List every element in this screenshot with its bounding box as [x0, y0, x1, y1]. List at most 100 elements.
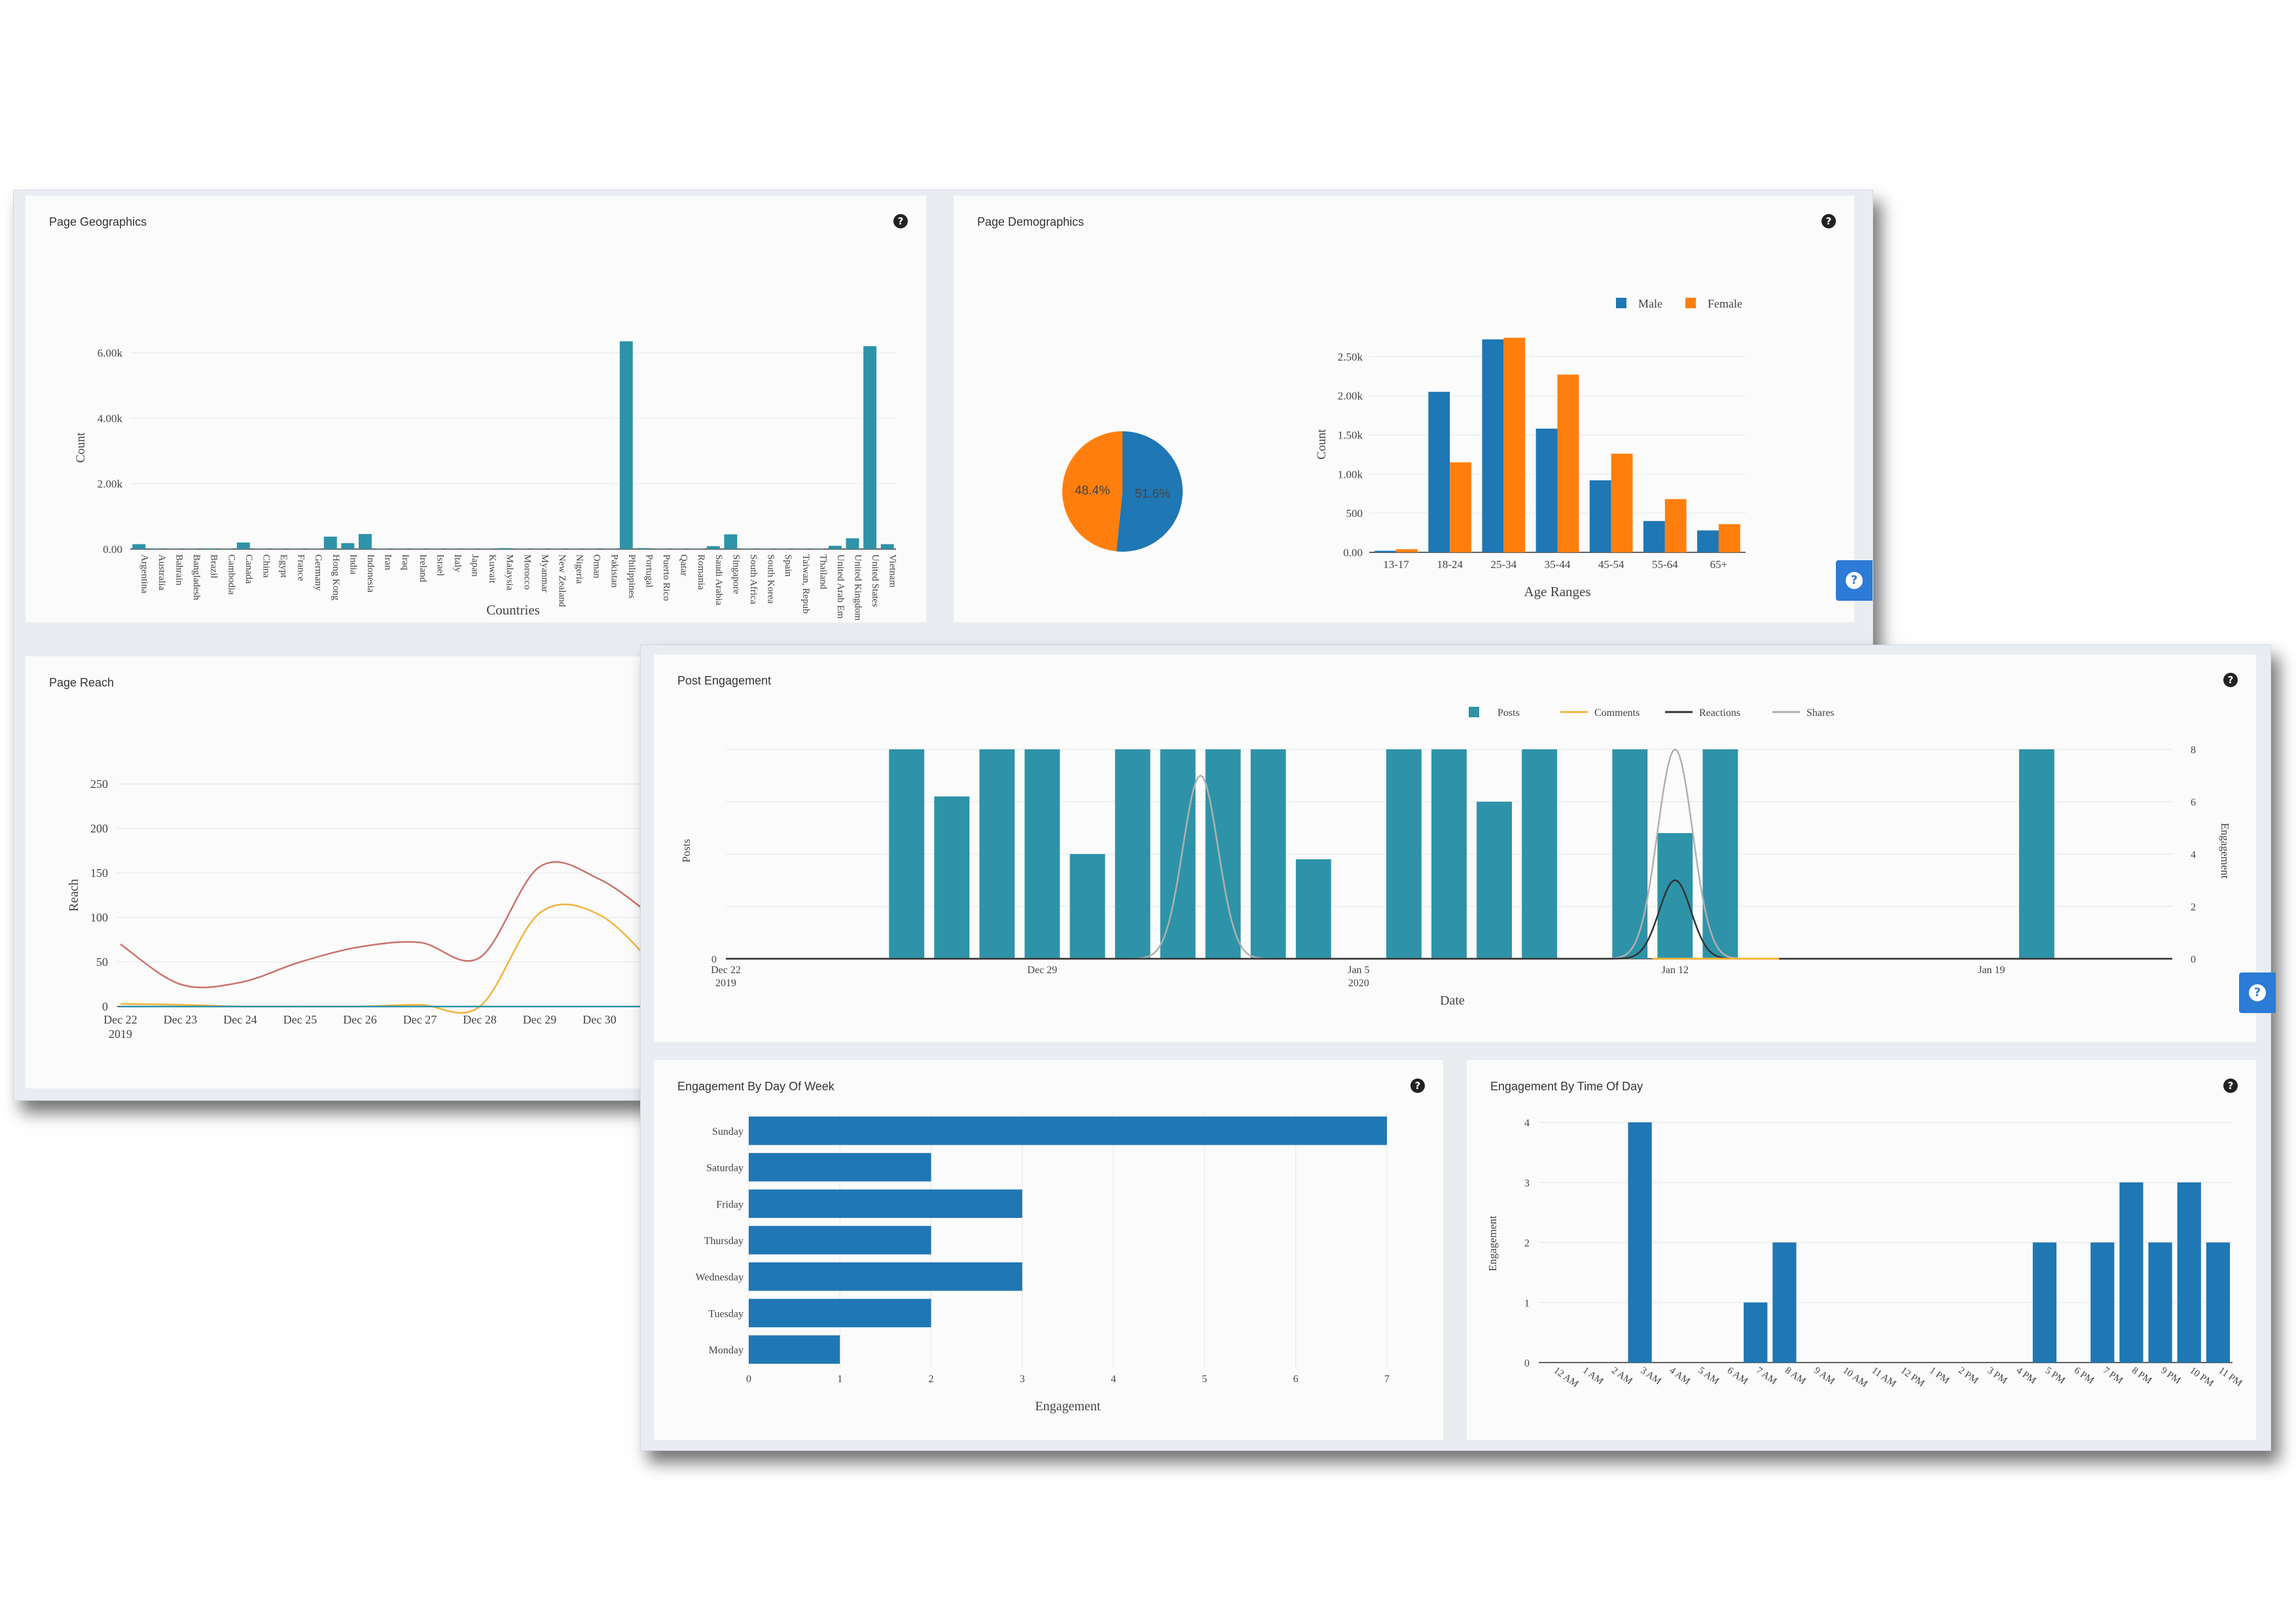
y2-tick-label: 8 — [2191, 745, 2196, 756]
x-tick-label: Indonesia — [365, 554, 376, 593]
y-tick-label: 6.00k — [98, 347, 123, 359]
x-tick-label: 5 — [1202, 1374, 1207, 1385]
bar — [1612, 749, 1648, 959]
x-tick-label: South Africa — [748, 554, 759, 605]
panel-title: Engagement By Day Of Week — [677, 1080, 834, 1093]
bar — [2119, 1182, 2144, 1363]
bar — [1428, 391, 1450, 552]
bar — [1115, 749, 1151, 959]
y-tick-label: 250 — [90, 777, 108, 791]
legend-swatch — [1616, 298, 1626, 308]
side-help-button[interactable]: ? — [1836, 560, 1873, 601]
bar — [759, 548, 772, 549]
x-tick-label: Saudi Arabia — [713, 554, 724, 605]
bar — [828, 546, 842, 549]
x-tick-label: Germany — [313, 554, 323, 591]
engagement-by-time-panel: Engagement By Time Of Day ? 0 1 2 3 4 12 AM 1 … — [1467, 1060, 2256, 1440]
x-tick-label: 45-54 — [1598, 558, 1624, 571]
x-tick-label: 10 AM — [1840, 1365, 1869, 1389]
legend-label: Male — [1638, 297, 1662, 310]
bar — [306, 548, 320, 549]
page-geographics-panel: Page Geographics ? 0.00 2.00k 4.00k 6.00k Ar… — [26, 196, 926, 622]
x-tick-label: Dec 26 — [343, 1013, 376, 1026]
legend-label: Female — [1708, 297, 1742, 310]
x-tick-label: Vietnam — [888, 554, 898, 588]
bar — [341, 543, 355, 549]
y-tick-label: 0 — [1524, 1358, 1530, 1369]
help-icon[interactable]: ? — [893, 214, 908, 228]
bar — [602, 548, 616, 549]
x-tick-label: Kuwait — [487, 554, 497, 584]
y-tick-label: 0.00 — [103, 543, 122, 556]
x-tick-label: 0 — [746, 1374, 751, 1385]
x-tick-label: United States — [870, 554, 880, 607]
x-tick-label: Egypt — [278, 554, 289, 579]
y-tick-label: 1.50k — [1338, 429, 1363, 442]
bar — [1024, 749, 1060, 959]
legend-label: Comments — [1594, 707, 1640, 719]
x-tick-label: 4 AM — [1667, 1365, 1692, 1387]
x-tick-label: 13-17 — [1383, 558, 1409, 571]
x-tick-label: 55-64 — [1652, 558, 1678, 571]
x-tick-label: Japan — [470, 554, 480, 577]
series-line — [726, 879, 2172, 960]
bar — [376, 548, 389, 549]
y-tick-label: 4 — [1524, 1118, 1530, 1129]
x-tick-label: Taiwan, Repub — [800, 554, 811, 614]
help-icon[interactable]: ? — [1821, 214, 1836, 228]
bar — [846, 538, 859, 549]
panel-title: Engagement By Time Of Day — [1490, 1080, 1643, 1093]
bar — [428, 548, 442, 549]
bar — [655, 548, 668, 549]
x-tick-year-label: 2019 — [715, 978, 736, 989]
bar — [1374, 550, 1397, 552]
x-tick-label: Italy — [452, 554, 463, 573]
y2-tick-label: 6 — [2191, 797, 2196, 808]
bar — [254, 548, 268, 549]
x-tick-label: 9 AM — [1812, 1365, 1837, 1387]
x-tick-label: 11 AM — [1870, 1365, 1898, 1389]
bar — [445, 548, 459, 549]
x-tick-label: Dec 22 — [103, 1013, 137, 1026]
side-help-button[interactable]: ? — [2239, 972, 2276, 1013]
demographics-charts: 51.6% 48.4% 0.00 500 1.00k 1.50k 2.00k 2.50k 13-… — [1062, 297, 1746, 599]
x-tick-label: France — [296, 554, 306, 581]
series-line — [120, 903, 660, 1014]
pie-slice-label: 51.6% — [1135, 487, 1170, 501]
bar — [532, 548, 546, 549]
y-tick-label: 200 — [90, 822, 108, 835]
x-tick-label: 2 PM — [1956, 1365, 1980, 1386]
y-tick-label: 2.00k — [1338, 390, 1363, 402]
x-tick-label: United Kingdom — [853, 554, 863, 621]
bar — [749, 1226, 931, 1255]
help-icon[interactable]: ? — [1410, 1079, 1425, 1093]
y-tick-label: Wednesday — [696, 1272, 744, 1283]
y-tick-label: 2 — [1524, 1238, 1530, 1249]
x-tick-label: Singapore — [730, 554, 741, 594]
x-tick-label: Dec 29 — [1028, 965, 1058, 976]
panel-title: Page Geographics — [49, 215, 147, 228]
bar — [1589, 480, 1611, 552]
x-axis-title: Date — [1440, 993, 1465, 1008]
x-tick-label: 18-24 — [1437, 558, 1463, 571]
y-axis-title: Reach — [67, 879, 81, 912]
bar — [2032, 1242, 2057, 1363]
bar — [689, 548, 703, 549]
bar — [1535, 428, 1558, 552]
x-tick-label: Jan 5 — [1348, 965, 1369, 976]
x-tick-label: 1 PM — [1928, 1365, 1951, 1386]
bar — [1069, 854, 1105, 959]
bar — [2177, 1182, 2201, 1363]
help-icon[interactable]: ? — [2223, 1079, 2238, 1093]
x-tick-label: Nigeria — [574, 554, 584, 584]
y-tick-label: 500 — [1346, 507, 1363, 520]
x-tick-year-label: 2020 — [1348, 978, 1369, 989]
bar — [202, 548, 215, 549]
x-tick-label: Iraq — [400, 554, 410, 571]
x-tick-label: Dec 30 — [583, 1013, 616, 1026]
bar — [1205, 749, 1241, 959]
pie-slice — [1062, 431, 1122, 552]
help-icon[interactable]: ? — [2223, 673, 2238, 687]
reach-line-chart: 0 50 100 150 200 250 Dec 22 Dec 23 Dec 24 Dec 25 D… — [67, 777, 926, 1041]
